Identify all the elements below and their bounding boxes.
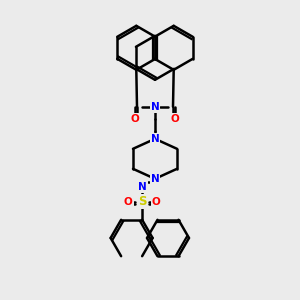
Text: O: O [152,197,161,207]
Text: O: O [130,114,140,124]
Text: N: N [138,182,146,192]
Text: N: N [151,134,159,144]
Text: N: N [151,102,159,112]
Text: O: O [124,197,133,207]
Text: S: S [138,195,146,208]
Text: O: O [171,114,179,124]
Text: N: N [151,174,159,184]
